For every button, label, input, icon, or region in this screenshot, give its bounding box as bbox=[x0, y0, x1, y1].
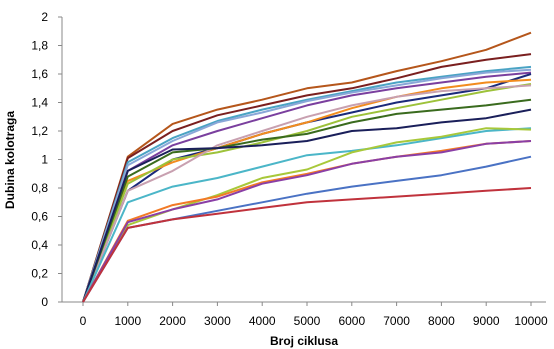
y-tick-label: 0,2 bbox=[31, 267, 48, 281]
y-tick-label: 1,6 bbox=[31, 67, 48, 81]
axes: 0 0,2 0,4 0,6 0,8 1 1,2 1,4 1,6 1,8 2 0 1000 2000 300… bbox=[31, 10, 548, 328]
series-line-5 bbox=[82, 71, 532, 303]
series-line-4 bbox=[82, 68, 532, 303]
x-tick-label: 0 bbox=[80, 314, 87, 328]
x-tick-label: 4000 bbox=[249, 314, 276, 328]
series-line-16 bbox=[82, 155, 532, 303]
x-tick-label: 2000 bbox=[159, 314, 186, 328]
x-tick-label: 8000 bbox=[428, 314, 455, 328]
y-tick-label: 0 bbox=[41, 295, 48, 309]
y-axis-title: Dubina kolotraga bbox=[3, 111, 17, 209]
series-line-9 bbox=[82, 84, 532, 303]
series-line-10 bbox=[82, 98, 532, 303]
series-line-11 bbox=[82, 108, 532, 303]
series-line-3 bbox=[82, 65, 532, 303]
x-tick-label: 1000 bbox=[114, 314, 141, 328]
y-tick-label: 1,8 bbox=[31, 39, 48, 53]
x-tick-label: 5000 bbox=[294, 314, 321, 328]
series-line-8 bbox=[82, 83, 532, 303]
series-line-1 bbox=[82, 31, 532, 303]
series-line-17 bbox=[82, 187, 532, 303]
series-line-12 bbox=[82, 127, 532, 303]
y-tick-label: 2 bbox=[41, 10, 48, 24]
series-line-2 bbox=[82, 53, 532, 303]
y-tick-label: 1,4 bbox=[31, 96, 48, 110]
series-lines bbox=[82, 31, 532, 303]
x-tick-label: 6000 bbox=[338, 314, 365, 328]
x-tick-label: 3000 bbox=[204, 314, 231, 328]
y-tick-label: 0,4 bbox=[31, 238, 48, 252]
x-axis-ticks: 0 1000 2000 3000 4000 5000 6000 7000 8000 9000 100… bbox=[80, 302, 548, 328]
series-line-7 bbox=[82, 78, 532, 303]
y-axis-ticks: 0 0,2 0,4 0,6 0,8 1 1,2 1,4 1,6 1,8 2 bbox=[31, 10, 62, 309]
x-tick-label: 9000 bbox=[473, 314, 500, 328]
y-tick-label: 1 bbox=[41, 153, 48, 167]
x-tick-label: 10000 bbox=[514, 314, 548, 328]
series-line-15 bbox=[82, 140, 532, 303]
y-tick-label: 0,6 bbox=[31, 210, 48, 224]
x-axis-title: Broj ciklusa bbox=[270, 334, 338, 348]
x-tick-label: 7000 bbox=[383, 314, 410, 328]
y-tick-label: 1,2 bbox=[31, 124, 48, 138]
y-tick-label: 0,8 bbox=[31, 181, 48, 195]
